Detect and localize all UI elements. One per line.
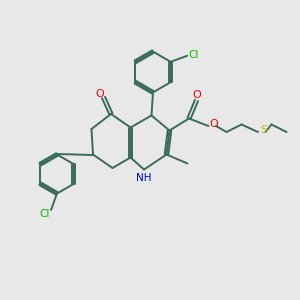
Text: Cl: Cl <box>39 208 50 219</box>
Text: Cl: Cl <box>189 50 199 60</box>
Text: NH: NH <box>136 172 151 183</box>
Text: O: O <box>192 90 201 100</box>
Text: O: O <box>209 119 218 129</box>
Text: S: S <box>260 124 267 135</box>
Text: O: O <box>95 89 104 99</box>
